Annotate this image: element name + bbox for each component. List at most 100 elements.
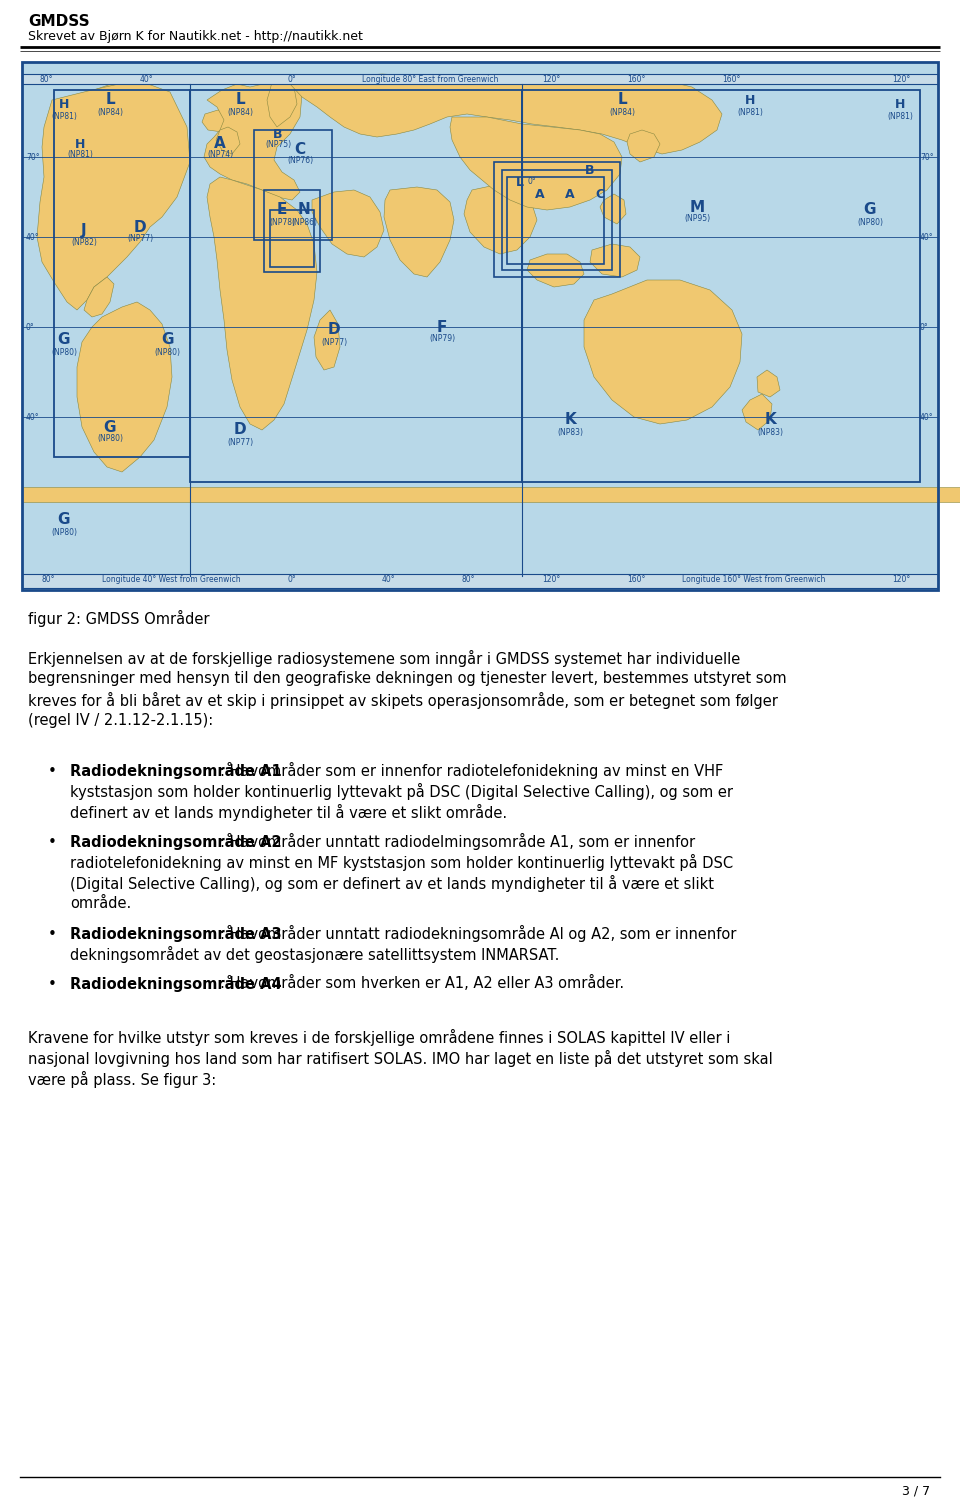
Polygon shape	[464, 185, 537, 254]
Polygon shape	[204, 83, 302, 200]
Polygon shape	[312, 191, 384, 257]
Bar	[254, 131, 332, 240]
Text: (NP78): (NP78)	[269, 218, 295, 227]
Text: begrensninger med hensyn til den geografiske dekningen og tjenester levert, best: begrensninger med hensyn til den geograf…	[28, 671, 786, 686]
Text: Skrevet av Bjørn K for Nautikk.net - http://nautikk.net: Skrevet av Bjørn K for Nautikk.net - htt…	[28, 30, 363, 44]
Text: A: A	[214, 137, 226, 152]
Text: 70°: 70°	[920, 153, 934, 162]
Text: •: •	[48, 764, 57, 779]
Polygon shape	[384, 188, 454, 278]
Text: Kravene for hvilke utstyr som kreves i de forskjellige områdene finnes i SOLAS k: Kravene for hvilke utstyr som kreves i d…	[28, 1030, 731, 1046]
Text: GMDSS: GMDSS	[28, 14, 89, 29]
Text: Radiodekningsområde A1: Radiodekningsområde A1	[70, 763, 281, 779]
Text: (NP84): (NP84)	[227, 108, 253, 117]
Polygon shape	[37, 80, 190, 311]
Text: 120°: 120°	[892, 575, 910, 584]
Polygon shape	[22, 486, 960, 501]
Polygon shape	[207, 177, 317, 429]
Text: D: D	[133, 219, 146, 234]
Text: være på plass. Se figur 3:: være på plass. Se figur 3:	[28, 1072, 216, 1088]
Text: kreves for å bli båret av et skip i prinsippet av skipets operasjonsområde, som : kreves for å bli båret av et skip i prin…	[28, 692, 778, 708]
Text: kyststasjon som holder kontinuerlig lyttevakt på DSC (Digital Selective Calling): kyststasjon som holder kontinuerlig lytt…	[70, 784, 733, 800]
Text: 0°: 0°	[26, 323, 35, 332]
Polygon shape	[202, 110, 232, 132]
Text: 0°: 0°	[287, 75, 296, 84]
Text: Longitude 160° West from Greenwich: Longitude 160° West from Greenwich	[682, 575, 826, 584]
Text: 40°: 40°	[26, 413, 39, 422]
Text: N: N	[298, 203, 310, 218]
Text: L: L	[617, 93, 627, 108]
Text: Radiodekningsområde A2: Radiodekningsområde A2	[70, 833, 281, 850]
Text: A: A	[565, 188, 575, 201]
Text: D: D	[327, 323, 340, 338]
Polygon shape	[314, 311, 340, 371]
Text: •: •	[48, 928, 57, 943]
Bar	[190, 90, 522, 482]
Text: 40°: 40°	[140, 75, 154, 84]
Text: H: H	[895, 98, 905, 111]
Text: J: J	[82, 222, 86, 237]
Text: (NP86): (NP86)	[291, 218, 317, 227]
Text: figur 2: GMDSS Områder: figur 2: GMDSS Områder	[28, 609, 209, 627]
Text: : Havområder unntatt radiodelmingsområde A1, som er innenfor: : Havområder unntatt radiodelmingsområde…	[220, 833, 695, 850]
Text: nasjonal lovgivning hos land som har ratifisert SOLAS. IMO har laget en liste på: nasjonal lovgivning hos land som har rat…	[28, 1051, 773, 1067]
Text: (NP81): (NP81)	[737, 108, 763, 117]
Text: 3 / 7: 3 / 7	[901, 1484, 930, 1498]
Text: 80°: 80°	[40, 75, 54, 84]
Text: B: B	[586, 164, 595, 177]
Text: (NP84): (NP84)	[609, 108, 635, 117]
Polygon shape	[627, 131, 660, 162]
Text: 70°: 70°	[26, 153, 39, 162]
Text: C: C	[595, 188, 605, 201]
Text: F: F	[437, 320, 447, 335]
Text: 40°: 40°	[26, 233, 39, 242]
Text: Radiodekningsområde A3: Radiodekningsområde A3	[70, 925, 281, 943]
Bar	[270, 210, 314, 267]
Text: G: G	[160, 333, 173, 348]
Text: G: G	[58, 512, 70, 527]
Text: L: L	[106, 93, 115, 108]
Text: 40°: 40°	[920, 233, 934, 242]
Text: 160°: 160°	[722, 75, 740, 84]
Bar	[522, 90, 920, 482]
Polygon shape	[757, 371, 780, 396]
Polygon shape	[290, 74, 722, 155]
Polygon shape	[267, 80, 297, 128]
Text: H: H	[745, 93, 756, 107]
Bar	[264, 191, 320, 272]
Text: (NP77): (NP77)	[127, 234, 153, 243]
Text: Longitude 40° West from Greenwich: Longitude 40° West from Greenwich	[102, 575, 241, 584]
Polygon shape	[590, 245, 640, 278]
Polygon shape	[84, 278, 114, 317]
Text: (NP84): (NP84)	[97, 108, 123, 117]
Polygon shape	[584, 281, 742, 423]
Text: G: G	[104, 419, 116, 434]
Text: 80°: 80°	[462, 575, 475, 584]
Polygon shape	[600, 194, 626, 224]
Bar	[22, 573, 938, 588]
Text: Longitude 80° East from Greenwich: Longitude 80° East from Greenwich	[362, 75, 498, 84]
Text: 120°: 120°	[542, 75, 561, 84]
Text: Radiodekningsområde A4: Radiodekningsområde A4	[70, 976, 281, 992]
Text: (NP80): (NP80)	[857, 218, 883, 227]
Bar	[54, 90, 190, 456]
Text: A: A	[535, 188, 545, 201]
Text: H: H	[75, 138, 85, 150]
Text: : Havområder som er innenfor radiotelefonidekning av minst en VHF: : Havområder som er innenfor radiotelefo…	[220, 763, 723, 779]
Text: definert av et lands myndigheter til å være et slikt område.: definert av et lands myndigheter til å v…	[70, 805, 507, 821]
Text: (NP80): (NP80)	[154, 348, 180, 357]
Text: (NP75): (NP75)	[265, 140, 291, 149]
Polygon shape	[527, 254, 584, 287]
Text: 0°: 0°	[528, 177, 537, 186]
Text: (NP79): (NP79)	[429, 335, 455, 344]
Text: •: •	[48, 977, 57, 992]
Text: : Havområder unntatt radiodekningsområde Al og A2, som er innenfor: : Havområder unntatt radiodekningsområde…	[220, 925, 736, 943]
Text: (NP76): (NP76)	[287, 156, 313, 165]
Text: (NP81): (NP81)	[67, 150, 93, 159]
Text: 0°: 0°	[287, 575, 296, 584]
Text: D: D	[233, 422, 247, 437]
Bar	[494, 162, 620, 278]
Polygon shape	[216, 128, 240, 155]
Text: 120°: 120°	[542, 575, 561, 584]
Text: E: E	[276, 203, 287, 218]
